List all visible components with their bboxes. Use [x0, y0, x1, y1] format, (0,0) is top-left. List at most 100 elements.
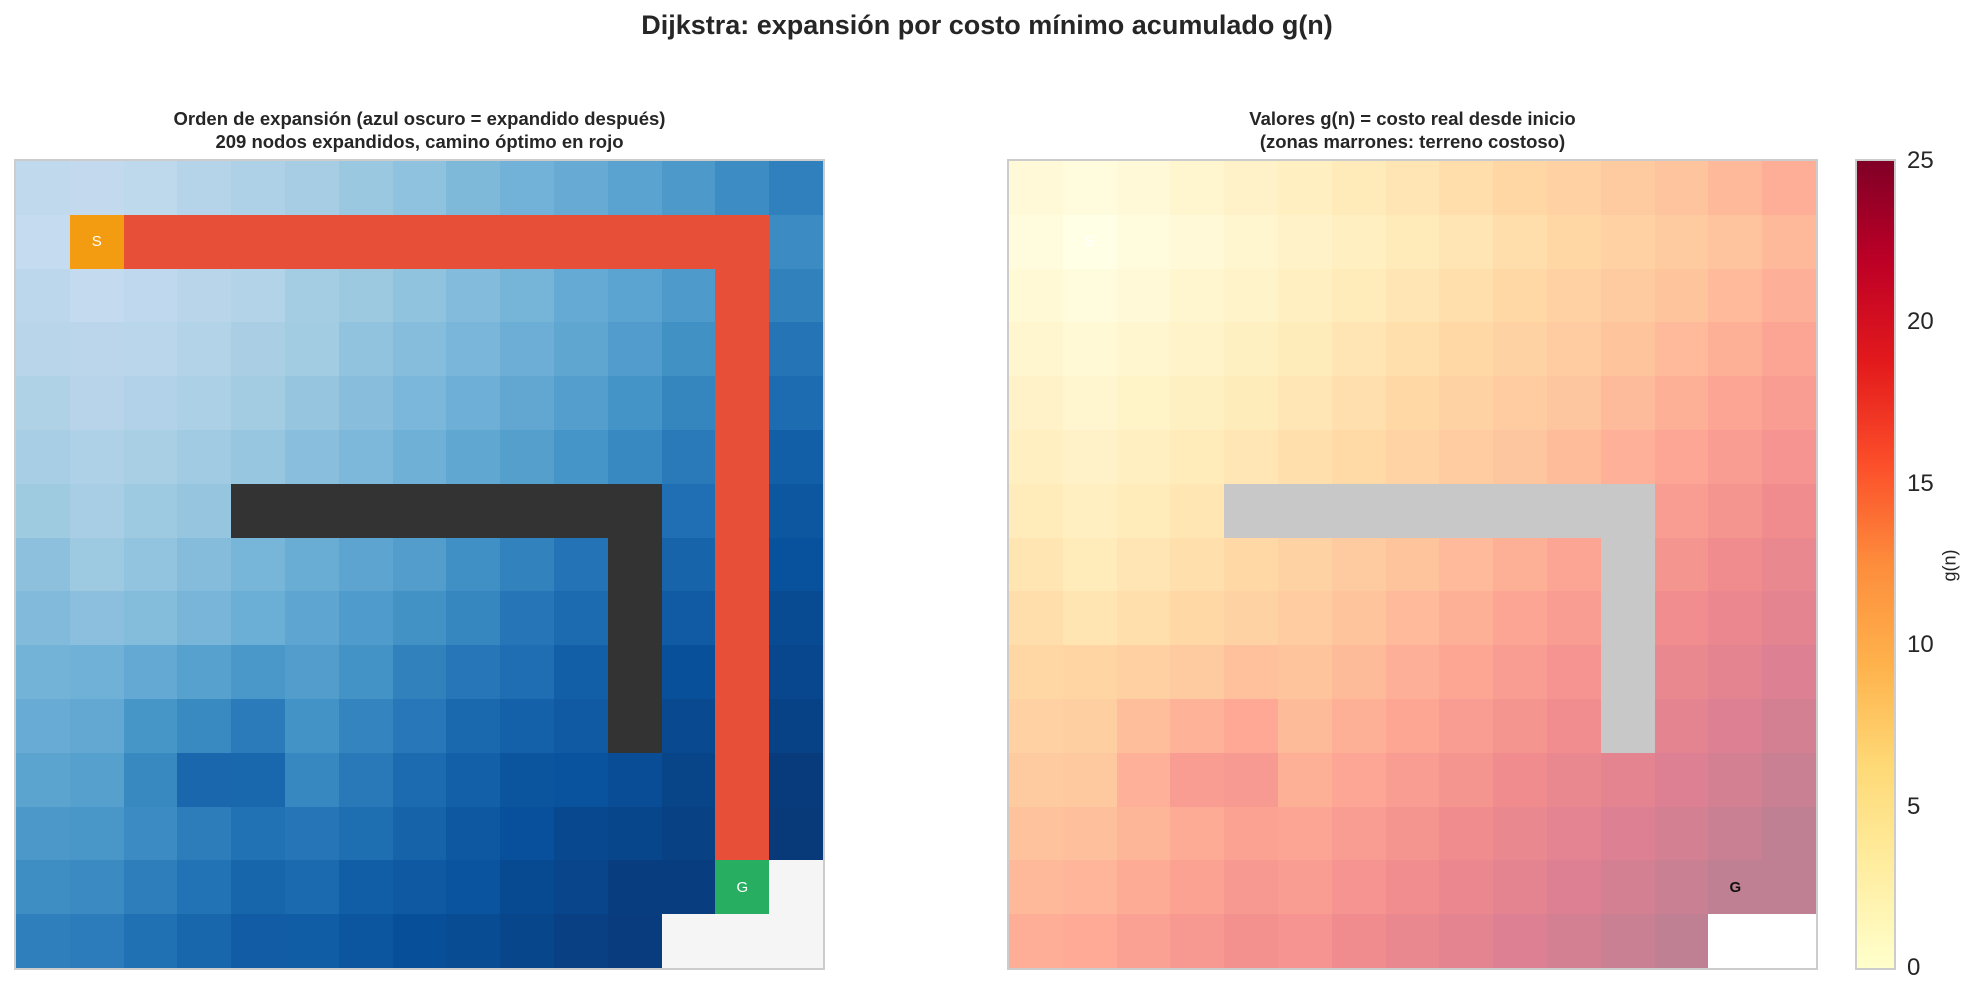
wall-cell	[607, 698, 662, 753]
expanded-cell	[769, 591, 823, 646]
expanded-cell	[392, 322, 447, 377]
expanded-cell	[446, 698, 501, 753]
expanded-cell	[177, 376, 232, 430]
expanded-cell	[553, 537, 608, 592]
path-cell	[553, 214, 608, 269]
g-value-cell	[1493, 429, 1547, 484]
expanded-cell	[392, 429, 447, 484]
start-cell: S	[69, 214, 124, 269]
expanded-cell	[392, 860, 447, 915]
expanded-cell	[769, 806, 823, 861]
g-value-cell	[1439, 429, 1494, 484]
g-value-cell	[1224, 806, 1278, 861]
path-cell	[392, 214, 447, 269]
expanded-cell	[16, 752, 70, 807]
g-value-cell	[1062, 537, 1117, 592]
g-value-cell	[1439, 161, 1494, 215]
g-value-cell	[1331, 429, 1386, 484]
path-cell	[231, 214, 285, 269]
expanded-cell	[338, 537, 393, 592]
g-value-cell	[1439, 698, 1494, 753]
g-value-cell	[1762, 161, 1816, 215]
expanded-cell	[338, 322, 393, 377]
expanded-cell	[661, 645, 716, 699]
g-value-cell	[1493, 161, 1547, 215]
expanded-cell	[769, 161, 823, 215]
g-value-cell	[1762, 214, 1816, 269]
expanded-cell	[16, 376, 70, 430]
expanded-cell	[769, 429, 823, 484]
g-value-cell	[1009, 645, 1063, 699]
expanded-cell	[500, 376, 554, 430]
path-cell	[661, 214, 716, 269]
g-value-cell	[1493, 860, 1547, 915]
expanded-cell	[446, 268, 501, 323]
g-value-cell	[1439, 322, 1494, 377]
g-value-cell	[1708, 752, 1763, 807]
g-value-cell	[1331, 161, 1386, 215]
g-value-cell	[1439, 591, 1494, 646]
g-value-cell	[1009, 161, 1063, 215]
expanded-cell	[446, 376, 501, 430]
g-value-cell	[1546, 752, 1601, 807]
colorbar	[1855, 159, 1896, 970]
expanded-cell	[177, 698, 232, 753]
g-value-cell	[1546, 429, 1601, 484]
path-cell	[715, 752, 770, 807]
expanded-cell	[231, 161, 285, 215]
expanded-cell	[338, 914, 393, 968]
wall-cell	[1600, 645, 1655, 699]
g-value-cell	[1277, 914, 1332, 968]
g-value-cell	[1277, 268, 1332, 323]
g-value-cell	[1116, 698, 1171, 753]
expanded-cell	[446, 537, 501, 592]
expanded-cell	[123, 645, 178, 699]
g-value-cell	[1009, 914, 1063, 968]
g-value-cell	[1277, 376, 1332, 430]
expanded-cell	[231, 806, 285, 861]
g-value-cell	[1170, 483, 1225, 538]
path-cell	[715, 322, 770, 377]
start-cell: S	[1062, 214, 1117, 269]
g-value-cell	[1170, 645, 1225, 699]
g-value-cell	[1708, 645, 1763, 699]
expanded-cell	[500, 429, 554, 484]
g-value-cell	[1062, 429, 1117, 484]
expanded-cell	[553, 376, 608, 430]
wall-cell	[1331, 483, 1386, 538]
unvisited-cell	[769, 860, 823, 915]
g-value-cell	[1493, 698, 1547, 753]
g-value-cell	[1116, 806, 1171, 861]
g-value-cell	[1062, 860, 1117, 915]
expanded-cell	[16, 322, 70, 377]
g-value-cell	[1762, 752, 1816, 807]
g-value-cell	[1116, 483, 1171, 538]
expanded-cell	[177, 645, 232, 699]
g-value-cell	[1708, 429, 1763, 484]
expanded-cell	[177, 322, 232, 377]
expanded-cell	[446, 806, 501, 861]
path-cell	[177, 214, 232, 269]
path-cell	[446, 214, 501, 269]
expanded-cell	[16, 645, 70, 699]
expanded-cell	[661, 806, 716, 861]
expanded-cell	[338, 161, 393, 215]
expanded-cell	[769, 376, 823, 430]
g-value-cell	[1708, 483, 1763, 538]
expanded-cell	[607, 914, 662, 968]
expanded-cell	[500, 914, 554, 968]
g-value-cell	[1439, 914, 1494, 968]
g-value-cell	[1600, 322, 1655, 377]
g-value-cell	[1385, 268, 1440, 323]
wall-cell	[1277, 483, 1332, 538]
g-value-cell	[1170, 591, 1225, 646]
expanded-cell	[607, 752, 662, 807]
unvisited-cell	[715, 914, 770, 968]
g-value-cell	[1762, 429, 1816, 484]
expanded-cell	[338, 698, 393, 753]
g-value-cell	[1654, 645, 1709, 699]
g-value-cell	[1009, 322, 1063, 377]
goal-cell: G	[1708, 860, 1763, 915]
left-title-line2: 209 nodos expandidos, camino óptimo en r…	[215, 131, 624, 152]
